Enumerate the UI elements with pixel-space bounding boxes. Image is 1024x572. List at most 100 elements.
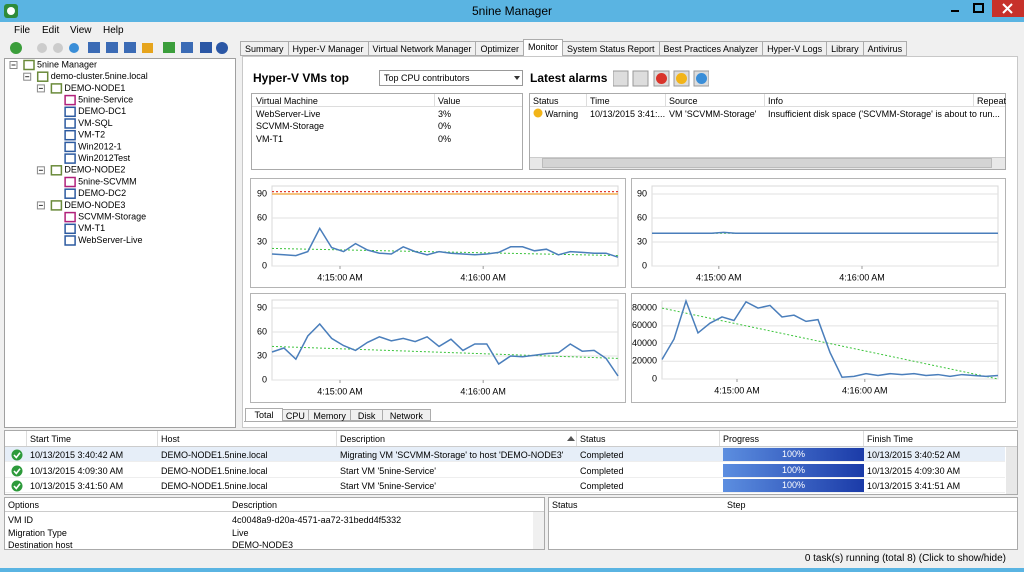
menu-item[interactable]: View [70,25,92,36]
series-line [271,226,619,258]
title-bar [0,0,1024,22]
table-cell: 0% [438,121,452,132]
tab[interactable]: Hyper-V Logs [762,41,828,56]
column-header: Options [8,500,40,510]
column-rule [973,94,974,106]
column-header: Source [669,96,698,106]
tab[interactable]: Monitor [522,39,563,56]
y-tick-label: 0 [262,260,267,270]
column-rule [863,431,864,446]
table-cell: Migration Type [8,527,67,538]
column-header: Status [533,96,559,106]
status-icon [11,449,23,461]
table-cell: Start VM '5nine-Service' [340,481,436,491]
v-scrollbar[interactable] [533,512,544,549]
check-circle [11,480,23,492]
tab[interactable]: Best Practices Analyzer [658,41,764,56]
table-cell: Insufficient disk space ('SCVMM-Storage'… [768,109,1000,119]
table-cell: VM-T1 [256,133,283,144]
trend-line [271,345,619,359]
x-tick-label: 4:16:00 AM [460,272,506,282]
node-icon [64,235,76,246]
table-cell: Completed [580,465,624,476]
node-icon [64,176,76,188]
tree-node-label: SCVMM-Storage [78,211,146,221]
node-icon [64,118,76,129]
app-icon [4,4,18,18]
alarm-filter-icons[interactable] [613,70,709,88]
menu-item[interactable]: Edit [42,25,60,36]
table-cell: DEMO-NODE3 [232,540,294,548]
subtab[interactable]: Disk [350,409,383,421]
column-header: Status [580,434,606,444]
subtab[interactable]: Network [381,409,431,421]
scroll-thumb[interactable] [542,158,992,168]
toolbar[interactable] [8,40,233,56]
tab[interactable]: Antivirus [862,41,908,56]
column-header: Progress [723,434,760,444]
menu-item[interactable]: Help [103,25,124,36]
x-tick-label: 4:15:00 AM [714,385,760,395]
x-tick-label: 4:15:00 AM [317,272,363,282]
chart: 0 30 60 90 4:15:00 AM 4:16:00 AM [250,293,626,403]
chart-frame [250,178,626,288]
x-tick-label: 4:16:00 AM [842,385,888,395]
subtab[interactable]: Memory [307,409,352,421]
tab[interactable]: System Status Report [561,41,660,56]
tree-node-label: VM-T1 [78,223,105,233]
node-icon [36,71,49,82]
node-icon [64,106,76,118]
trend-line [661,307,999,380]
tab[interactable]: Library [826,41,864,56]
tab[interactable]: Summary [240,41,289,56]
v-scrollbar[interactable] [1006,447,1017,494]
tree-node-label: Win2012Test [78,153,131,163]
warning-dot [533,108,543,118]
steps-panel [548,497,1018,550]
window-controls[interactable] [944,0,1024,18]
column-header: Repeat [977,96,1007,106]
progress-bar: 100% [723,448,864,461]
subtab[interactable]: Total [245,408,283,422]
status-bar-text[interactable]: 0 task(s) running (total 8) (Click to sh… [804,553,1006,564]
column-rule [665,94,666,106]
y-tick-label: 20000 [632,356,657,366]
subtab-rule [244,421,1016,422]
table-cell: VM 'SCVMM-Storage' [669,109,757,119]
tree-view: 5nine Manager demo-cluster.5nine.local DEM… [9,59,148,246]
column-rule [576,431,577,446]
column-rule [26,431,27,446]
table-cell: 10/13/2015 3:40:42 AM [30,450,124,460]
y-tick-label: 0 [652,373,657,383]
header-rule [549,511,1017,512]
status-icon [11,465,23,476]
series-line [271,322,619,377]
table-cell: 4c0048a9-d20a-4571-aa72-31bedd4f5332 [232,515,402,525]
menu-item[interactable]: File [14,25,31,36]
check-circle [11,449,23,461]
column-rule [434,94,435,106]
tab[interactable]: Optimizer [475,41,524,56]
tab[interactable]: Virtual Network Manager [367,41,477,56]
column-header: Description [232,500,278,510]
vm-table [251,93,523,170]
x-tick-label: 4:15:00 AM [696,272,742,282]
table-cell: Completed [580,481,624,491]
series-line [652,231,998,234]
selector-value: Top CPU contributors [384,73,470,83]
chart: 0 30 60 90 4:15:00 AM 4:16:00 AM [631,178,1006,288]
tree-node-label: DEMO-DC2 [78,188,126,198]
y-tick-label: 60 [637,212,647,222]
subtab[interactable]: CPU [282,409,309,421]
check-circle [11,465,23,476]
y-tick-label: 90 [257,188,267,198]
table-cell: Live [232,527,249,538]
y-tick-label: 60 [257,326,267,336]
cpu-selector[interactable]: Top CPU contributors [379,70,523,86]
status-icon [11,480,23,492]
column-header: Host [161,434,180,444]
tab[interactable]: Hyper-V Manager [287,41,369,56]
tree-node-label: demo-cluster.5nine.local [51,71,148,81]
node-icon [50,83,63,94]
